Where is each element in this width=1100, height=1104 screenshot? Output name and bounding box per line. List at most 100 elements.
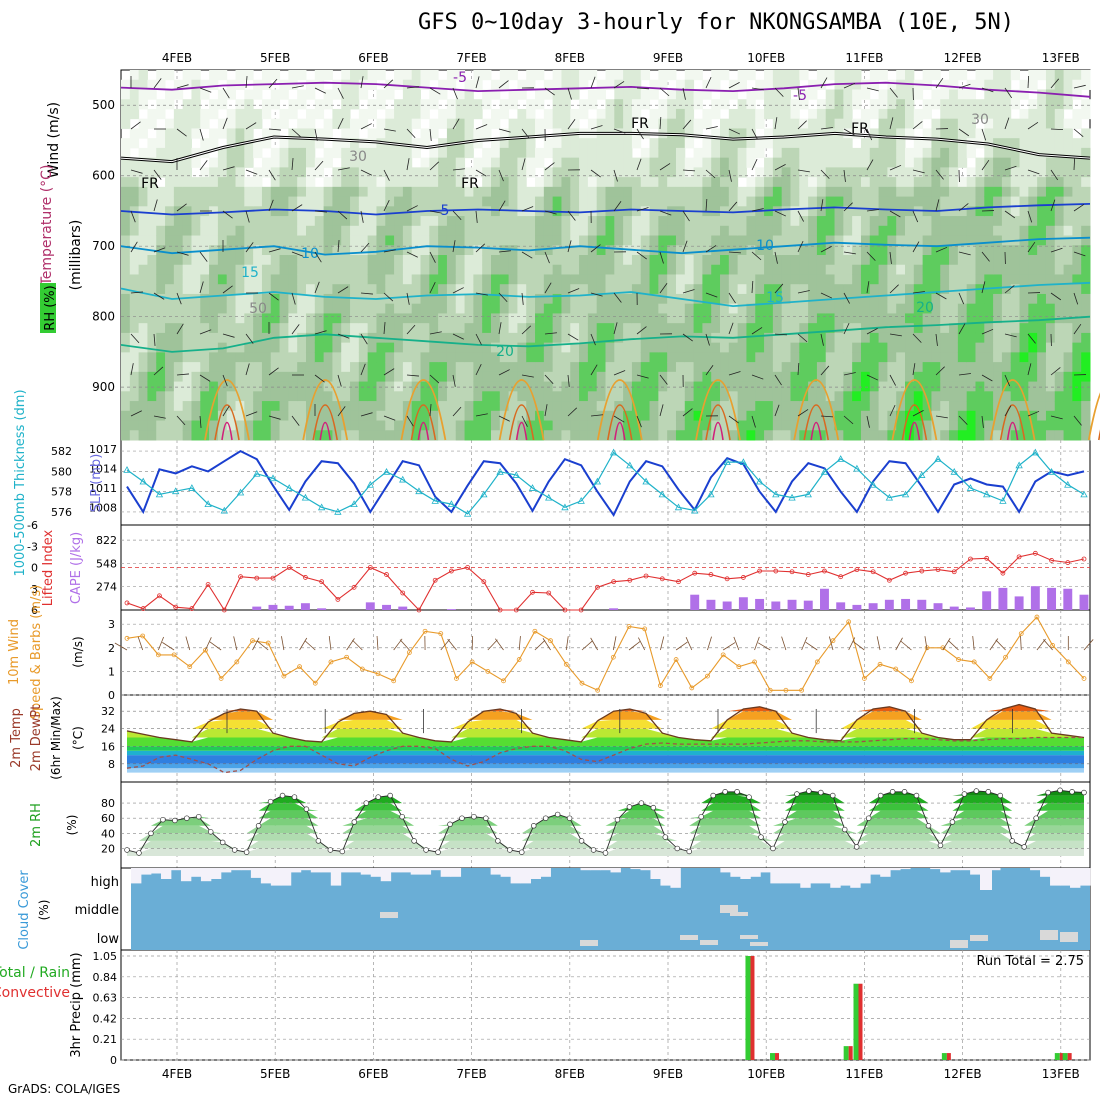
rh-shade-cell xyxy=(359,382,368,392)
rh-shade-cell xyxy=(623,294,632,304)
rh-shade-cell xyxy=(191,362,200,372)
rh-shade-cell xyxy=(253,430,262,440)
wind-barb xyxy=(901,641,912,650)
rh-shade-cell xyxy=(1046,128,1055,138)
rh-shade-cell xyxy=(623,99,632,109)
rh-shade-cell xyxy=(773,352,782,362)
high-cloud-gap xyxy=(151,868,161,874)
rh-shade-cell xyxy=(799,343,808,353)
rh-shade-cell xyxy=(350,99,359,109)
rh-shade-cell xyxy=(1081,255,1090,265)
rh-shade-cell xyxy=(1072,80,1081,90)
rh-shade-cell xyxy=(606,167,615,177)
rh-shade-cell xyxy=(835,197,844,207)
rh-shade-cell xyxy=(843,148,852,158)
rh-shade-cell xyxy=(958,294,967,304)
rh-shade-cell xyxy=(993,177,1002,187)
rh-shade-cell xyxy=(1064,119,1073,129)
rh-shade-cell xyxy=(324,89,333,99)
rh-shade-cell xyxy=(376,197,385,207)
rh-shade-cell xyxy=(755,430,764,440)
rh-shade-cell xyxy=(1055,411,1064,421)
rh-shade-cell xyxy=(385,206,394,216)
rh-shade-cell xyxy=(879,119,888,129)
cape-bar xyxy=(804,601,813,610)
rh-shade-cell xyxy=(896,265,905,275)
rh-shade-cell xyxy=(632,99,641,109)
rh-shade-cell xyxy=(429,304,438,314)
rh-shade-cell xyxy=(1020,372,1029,382)
rh-shade-cell xyxy=(940,284,949,294)
rh-shade-cell xyxy=(1081,333,1090,343)
rh-shade-cell xyxy=(1028,206,1037,216)
rh-shade-cell xyxy=(782,274,791,284)
rh-shade-cell xyxy=(782,411,791,421)
rh-shade-cell xyxy=(121,304,130,314)
rh-shade-cell xyxy=(376,304,385,314)
rh-shade-cell xyxy=(975,226,984,236)
cape-bar xyxy=(1063,589,1072,610)
rh-shade-cell xyxy=(606,323,615,333)
rh-shade-cell xyxy=(385,158,394,168)
rh-shade-cell xyxy=(773,274,782,284)
rh-shade-cell xyxy=(332,148,341,158)
rh-shade-cell xyxy=(782,138,791,148)
rh-shade-cell xyxy=(535,362,544,372)
rh-shade-cell xyxy=(1037,138,1046,148)
rh-shade-cell xyxy=(1064,167,1073,177)
rh-shade-cell xyxy=(658,362,667,372)
rh-shade-cell xyxy=(905,109,914,119)
rh-shade-cell xyxy=(306,226,315,236)
rh-shade-cell xyxy=(896,216,905,226)
rh-shade-cell xyxy=(817,304,826,314)
rh-shade-cell xyxy=(324,226,333,236)
rh-shade-cell xyxy=(984,323,993,333)
rh-shade-cell xyxy=(244,148,253,158)
rh-shade-cell xyxy=(218,70,227,80)
rh-shade-cell xyxy=(975,177,984,187)
rh-shade-cell xyxy=(755,187,764,197)
rh-shade-cell xyxy=(200,391,209,401)
rh-shade-cell xyxy=(879,148,888,158)
rh-shade-cell xyxy=(896,323,905,333)
rh-shade-cell xyxy=(650,226,659,236)
rh-shade-cell xyxy=(861,401,870,411)
rh-shade-cell xyxy=(773,216,782,226)
rh-shade-cell xyxy=(1072,304,1081,314)
rh-shade-cell xyxy=(1011,333,1020,343)
rh-shade-cell xyxy=(667,70,676,80)
rh-shade-cell xyxy=(614,343,623,353)
rh-shade-cell xyxy=(253,382,262,392)
rh-shade-cell xyxy=(341,99,350,109)
rh-shade-cell xyxy=(826,148,835,158)
rh-shade-cell xyxy=(835,158,844,168)
rh-shade-cell xyxy=(808,89,817,99)
rh-shade-cell xyxy=(165,99,174,109)
rh-shade-cell xyxy=(368,323,377,333)
rh-shade-cell xyxy=(782,187,791,197)
rh-shade-cell xyxy=(271,411,280,421)
rh-shade-cell xyxy=(826,284,835,294)
rh-shade-cell xyxy=(702,362,711,372)
rh-shade-cell xyxy=(200,255,209,265)
rh-shade-cell xyxy=(641,265,650,275)
rh-shade-cell xyxy=(861,391,870,401)
rh-shade-cell xyxy=(350,236,359,246)
rh-shade-cell xyxy=(614,216,623,226)
rh-shade-cell xyxy=(808,294,817,304)
rh-shade-cell xyxy=(324,197,333,207)
rh-shade-cell xyxy=(500,255,509,265)
rh-shade-cell xyxy=(297,177,306,187)
rh-shade-cell xyxy=(394,265,403,275)
rh-shade-cell xyxy=(1002,167,1011,177)
rh-shade-cell xyxy=(676,430,685,440)
rh-shade-cell xyxy=(923,343,932,353)
rh-shade-cell xyxy=(491,236,500,246)
rh-shade-cell xyxy=(262,362,271,372)
rh-shade-cell xyxy=(465,333,474,343)
rh-shade-cell xyxy=(958,352,967,362)
rh-shade-cell xyxy=(509,99,518,109)
rh-shade-cell xyxy=(544,333,553,343)
rh-shade-cell xyxy=(676,323,685,333)
rh-shade-cell xyxy=(623,226,632,236)
